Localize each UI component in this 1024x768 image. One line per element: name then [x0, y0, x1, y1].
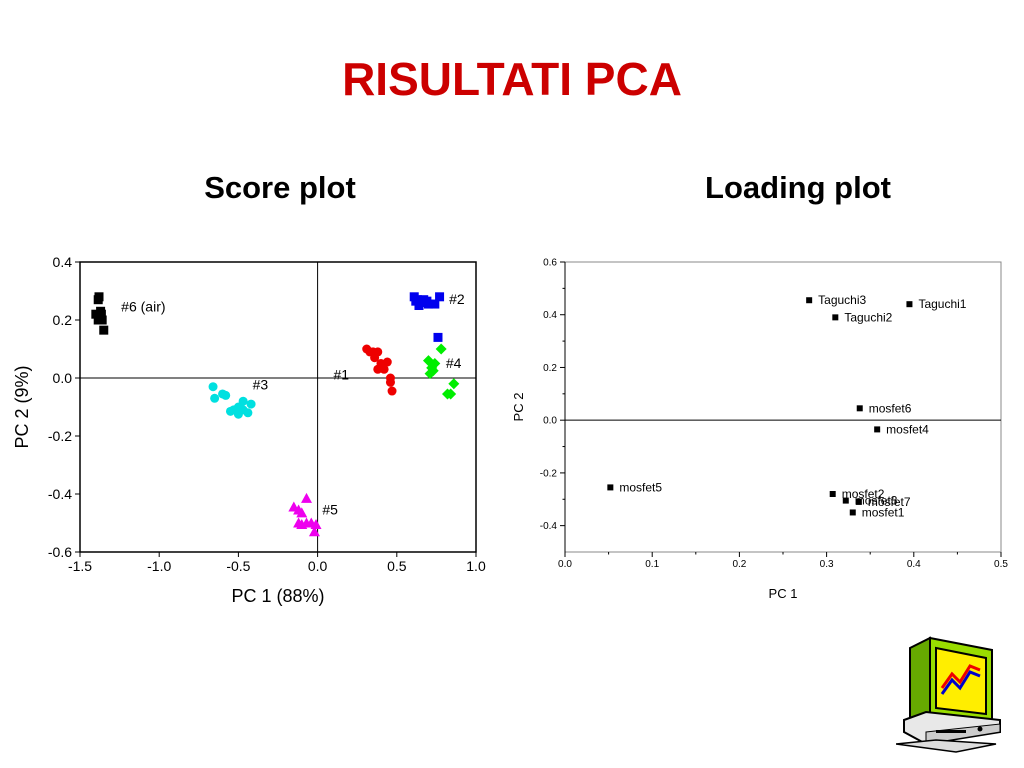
x-tick-label: 0.4 [907, 559, 921, 570]
loading-point-label: mosfet1 [862, 505, 905, 519]
score-point [233, 409, 243, 419]
score-point [96, 309, 106, 319]
score-point [225, 406, 235, 416]
y-tick-label: 0.2 [53, 312, 73, 328]
y-tick-label: 0.0 [543, 416, 557, 427]
score-point [99, 325, 109, 335]
slide-title: RISULTATI PCA [342, 53, 682, 105]
score-point [301, 492, 313, 503]
loading-point-label: Taguchi1 [918, 297, 966, 311]
loading-point [607, 484, 614, 491]
x-tick-label: -0.5 [226, 558, 250, 574]
y-tick-label: 0.4 [53, 254, 73, 270]
plot-frame [79, 261, 477, 553]
loading-plot-title: Loading plot [705, 170, 891, 205]
y-tick-label: -0.2 [540, 468, 558, 479]
x-axis-label: PC 1 (88%) [231, 586, 324, 606]
score-point [379, 364, 389, 374]
loading-point-label: mosfet2 [842, 487, 885, 501]
y-tick-label: -0.6 [48, 544, 72, 560]
x-tick-label: 0.5 [994, 559, 1008, 570]
loading-point-label: mosfet4 [886, 422, 929, 436]
y-tick-label: -0.4 [540, 521, 558, 532]
y-tick-label: 0.0 [53, 370, 73, 386]
y-axis-label: PC 2 (9%) [12, 365, 32, 448]
x-tick-label: 0.1 [645, 559, 659, 570]
loading-point [856, 405, 863, 412]
x-axis-label: PC 1 [769, 586, 798, 601]
cluster-label: #1 [333, 366, 349, 382]
y-tick-label: 0.4 [543, 310, 557, 321]
score-point [208, 382, 218, 392]
score-point [433, 332, 443, 342]
x-tick-label: 0.5 [387, 558, 407, 574]
score-point [93, 295, 103, 305]
computer-chart-icon [896, 636, 1001, 753]
loading-point [829, 491, 836, 497]
score-point [435, 292, 445, 302]
score-point [210, 393, 220, 403]
score-point [296, 507, 308, 518]
score-point [373, 364, 383, 374]
loading-point-label: mosfet7 [868, 495, 911, 509]
score-point [382, 357, 392, 367]
x-tick-label: 0.3 [820, 559, 834, 570]
cluster-label: #2 [449, 291, 465, 307]
loading-point-label: Taguchi2 [844, 310, 892, 324]
loading-point [832, 314, 839, 321]
score-point [430, 299, 440, 309]
loading-point [842, 497, 849, 504]
y-tick-label: -0.4 [48, 486, 72, 502]
loading-point-label: mosfet5 [619, 480, 662, 494]
x-tick-label: -1.0 [147, 558, 171, 574]
score-point [423, 299, 433, 309]
x-tick-label: 0.0 [308, 558, 328, 574]
loading-point-label: mosfet3 [855, 494, 898, 508]
y-tick-label: 0.2 [543, 363, 557, 374]
loading-point-label: mosfet6 [869, 401, 912, 415]
score-point [417, 298, 427, 308]
score-point [385, 377, 395, 387]
cluster-label: #3 [253, 377, 269, 393]
score-point [97, 315, 107, 325]
loading-point-label: Taguchi3 [818, 293, 866, 307]
score-plot-title: Score plot [204, 170, 356, 205]
x-tick-label: 1.0 [466, 558, 486, 574]
loading-point [906, 301, 913, 308]
x-tick-label: 0.2 [732, 559, 746, 570]
loading-point [855, 498, 862, 505]
y-axis-label: PC 2 [511, 393, 526, 422]
score-point [441, 388, 453, 400]
x-tick-label: 0.0 [558, 559, 572, 570]
score-point [243, 408, 253, 418]
score-point [308, 526, 320, 537]
score-point [221, 390, 231, 400]
score-point [246, 399, 256, 409]
score-point [370, 353, 380, 363]
loading-point [806, 297, 813, 304]
score-point [448, 378, 460, 390]
y-tick-label: 0.6 [543, 258, 557, 269]
score-point [427, 365, 439, 377]
loading-point [874, 426, 881, 433]
loading-point [849, 509, 856, 516]
cluster-label: #4 [446, 355, 462, 371]
score-point [387, 386, 397, 396]
cluster-label: #5 [322, 501, 338, 517]
x-tick-label: -1.5 [68, 558, 92, 574]
score-point [435, 343, 447, 355]
cluster-label: #6 (air) [121, 298, 165, 314]
y-tick-label: -0.2 [48, 428, 72, 444]
score-point [310, 518, 322, 529]
